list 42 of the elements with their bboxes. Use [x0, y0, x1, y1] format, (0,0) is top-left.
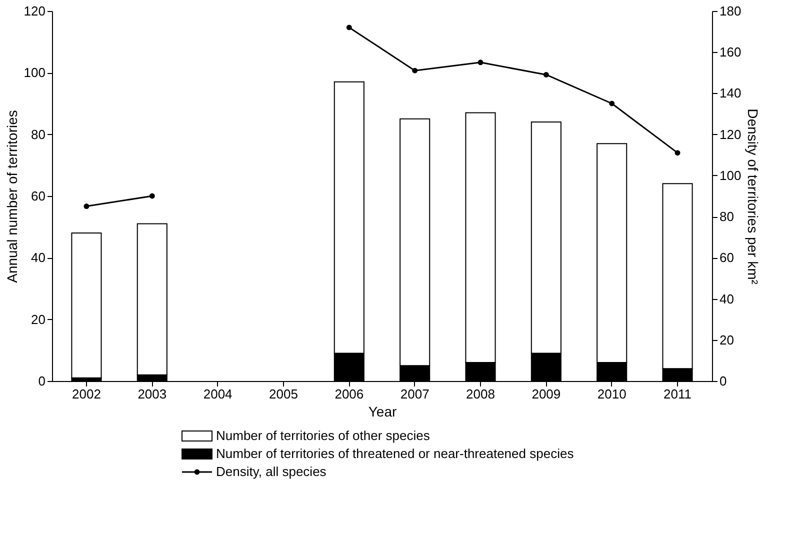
x-tick-label: 2010	[597, 386, 626, 402]
point	[149, 193, 155, 199]
y2-tick-label: 80	[720, 209, 734, 224]
x-tick-label: 2007	[400, 386, 430, 402]
point	[609, 100, 615, 106]
x-tick-label: 2002	[72, 386, 101, 402]
legend-label: Number of territories of threatened or near-threatened species	[216, 446, 574, 461]
y-tick-label: 80	[31, 126, 46, 142]
y2-tick-label: 0	[720, 374, 727, 388]
x-tick-label: 2009	[532, 386, 561, 402]
x-tick-label: 2008	[466, 386, 495, 402]
bar	[71, 232, 102, 378]
point	[478, 60, 484, 66]
y-axis-title: Annual number of territories	[4, 110, 20, 283]
y2-tick-label: 120	[720, 126, 742, 142]
y2-axis-title: Density of territories per km²	[745, 108, 762, 285]
y2-tick-label: 40	[720, 291, 734, 306]
y-tick-label: 20	[31, 312, 46, 327]
y-tick-label: 120	[24, 4, 46, 18]
y2-tick-label: 180	[720, 4, 742, 18]
x-tick-label: 2005	[269, 386, 298, 402]
y2-tick-label: 20	[720, 332, 734, 348]
x-tick-label: 2004	[203, 386, 232, 402]
legend-label: Number of territories of other species	[216, 428, 430, 443]
point	[84, 204, 90, 210]
point	[674, 150, 680, 156]
x-axis-title: Year	[368, 404, 397, 420]
point	[346, 24, 352, 30]
y-tick-label: 100	[24, 65, 46, 80]
y2-tick-label: 140	[720, 86, 742, 101]
x-tick-label: 2003	[138, 386, 167, 402]
point	[412, 68, 418, 74]
x-tick-label: 2006	[334, 386, 364, 402]
y-tick-label: 0	[38, 374, 46, 388]
y-tick-label: 40	[31, 250, 46, 266]
x-tick-label: 2011	[664, 386, 692, 402]
point	[543, 72, 549, 78]
y2-tick-label: 100	[720, 168, 742, 183]
y2-tick-label: 160	[720, 44, 742, 60]
y2-tick-label: 60	[720, 250, 734, 266]
legend-label: Density, all species	[216, 464, 327, 479]
y-tick-label: 60	[31, 188, 46, 204]
